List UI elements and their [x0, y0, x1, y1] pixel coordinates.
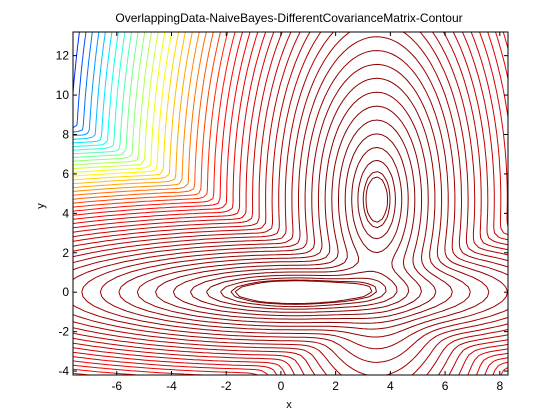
x-tick-labels: -6 -4 -2 0 2 4 6 8 [111, 379, 503, 393]
y-tick-label: 2 [62, 246, 69, 260]
contour-line [234, 176, 388, 304]
y-tick-label: 10 [56, 88, 70, 102]
x-tick-label: -6 [111, 379, 122, 393]
contour-line [73, 32, 139, 158]
contour-line [73, 32, 106, 140]
contour-line [73, 32, 152, 166]
contour-line [73, 32, 146, 162]
contour-line [73, 32, 508, 375]
contour-line [73, 32, 508, 375]
contour-line [73, 32, 508, 375]
x-tick-label: 2 [332, 379, 339, 393]
contour-line [73, 32, 87, 129]
contour-line [73, 32, 186, 185]
x-tick-label: 4 [387, 379, 394, 393]
contour-line [189, 133, 410, 313]
contour-line [172, 119, 422, 317]
contour-line [73, 32, 508, 375]
contour-line [73, 32, 100, 137]
contour-line [73, 32, 80, 94]
x-tick-label: -4 [166, 379, 177, 393]
contour-line [73, 32, 159, 170]
plot-area-frame [72, 31, 509, 376]
y-tick-label: 6 [62, 167, 69, 181]
contour-line [73, 32, 200, 192]
y-tick-labels: -4 -2 0 2 4 6 8 10 12 [56, 49, 70, 378]
plot-contours [73, 32, 508, 375]
contour-line [230, 171, 391, 305]
contour-line [73, 32, 214, 200]
y-tick-label: 4 [62, 206, 69, 220]
y-tick-label: -4 [58, 364, 69, 378]
x-tick-label: -2 [221, 379, 232, 393]
y-tick-label: 8 [62, 128, 69, 142]
contour-line [73, 32, 193, 188]
contour-line [73, 32, 179, 181]
y-tick-label: 12 [56, 49, 70, 63]
contour-line [118, 77, 471, 330]
contour-line [73, 32, 221, 204]
y-axis-label: y [35, 203, 47, 209]
contour-line [73, 32, 207, 196]
x-axis-label: x [286, 399, 292, 411]
contour-line [73, 32, 243, 375]
contour-line [206, 147, 403, 310]
contour-line [73, 32, 166, 173]
contour-line [81, 50, 508, 350]
chart-title: OverlappingData-NaiveBayes-DifferentCova… [115, 11, 462, 25]
x-tick-label: 6 [442, 379, 449, 393]
contour-line [73, 32, 113, 144]
x-tick-label: 0 [278, 379, 285, 393]
contour-line [73, 32, 133, 155]
contour-line [73, 32, 173, 177]
contour-line [220, 159, 396, 308]
contour-line [73, 32, 126, 151]
contour-line [155, 105, 437, 320]
contour-line [73, 32, 93, 133]
contour-line [73, 32, 229, 208]
contour-line [73, 32, 508, 375]
y-tick-label: 0 [62, 285, 69, 299]
contour-line [73, 32, 119, 147]
contour-line [99, 63, 490, 338]
contour-line [73, 32, 236, 375]
contour-line [73, 32, 508, 375]
contour-line [73, 32, 508, 375]
contour-line [73, 32, 508, 375]
contour-line [73, 36, 508, 363]
contour-line [136, 91, 453, 324]
y-tick-label: -2 [58, 325, 69, 339]
contour-line [73, 32, 508, 375]
contour-line [73, 32, 508, 375]
x-tick-label: 8 [496, 379, 503, 393]
contour-line [73, 32, 508, 375]
axis-ticks [73, 32, 508, 375]
